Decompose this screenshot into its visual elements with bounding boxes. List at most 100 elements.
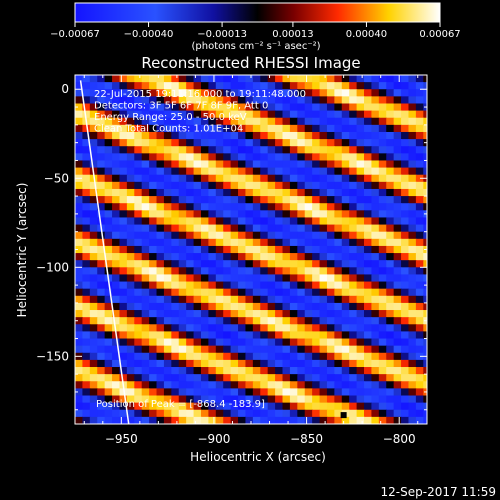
heatmap-cell bbox=[200, 174, 209, 183]
heatmap-cell bbox=[149, 345, 158, 354]
heatmap-cell bbox=[334, 203, 343, 211]
heatmap-cell bbox=[200, 374, 209, 382]
heatmap-cell bbox=[297, 196, 306, 204]
heatmap-cell bbox=[267, 260, 276, 268]
heatmap-cell bbox=[267, 160, 276, 169]
heatmap-cell bbox=[141, 317, 150, 325]
heatmap-cell bbox=[252, 160, 261, 169]
heatmap-cell bbox=[415, 96, 424, 105]
heatmap-cell bbox=[415, 217, 424, 226]
heatmap-cell bbox=[349, 124, 358, 133]
heatmap-cell bbox=[356, 367, 365, 375]
heatmap-cell bbox=[82, 409, 91, 418]
heatmap-cell bbox=[401, 388, 410, 397]
heatmap-cell bbox=[171, 345, 180, 354]
heatmap-cell bbox=[119, 281, 128, 290]
heatmap-cell bbox=[371, 288, 380, 297]
heatmap-cell bbox=[341, 302, 350, 311]
heatmap-cell bbox=[104, 402, 113, 411]
heatmap-cell bbox=[149, 217, 158, 226]
heatmap-cell bbox=[208, 374, 217, 382]
heatmap-cell bbox=[267, 274, 276, 283]
heatmap-cell bbox=[401, 367, 410, 375]
heatmap-cell bbox=[334, 196, 343, 204]
heatmap-cell bbox=[89, 295, 98, 304]
heatmap-cell bbox=[245, 224, 254, 233]
heatmap-cell bbox=[378, 274, 387, 283]
heatmap-cell bbox=[89, 238, 98, 247]
heatmap-cell bbox=[208, 310, 217, 318]
heatmap-cell bbox=[223, 281, 232, 290]
heatmap-cell bbox=[282, 416, 291, 424]
heatmap-cell bbox=[349, 381, 358, 389]
heatmap-cell bbox=[326, 367, 335, 375]
heatmap-cell bbox=[423, 96, 427, 105]
heatmap-cell bbox=[134, 267, 143, 276]
heatmap-cell bbox=[267, 317, 276, 325]
heatmap-cell bbox=[156, 245, 165, 254]
heatmap-cell bbox=[371, 359, 380, 368]
heatmap-cell bbox=[149, 245, 158, 254]
heatmap-cell bbox=[134, 238, 143, 247]
heatmap-cell bbox=[304, 160, 313, 169]
heatmap-cell bbox=[252, 281, 261, 290]
heatmap-cell bbox=[208, 317, 217, 325]
heatmap-cell bbox=[386, 103, 395, 112]
heatmap-cell bbox=[200, 110, 209, 119]
heatmap-cell bbox=[378, 82, 387, 90]
heatmap-cell bbox=[267, 110, 276, 119]
heatmap-cell bbox=[141, 274, 150, 283]
heatmap-cell bbox=[230, 203, 239, 211]
heatmap-cell bbox=[215, 224, 224, 233]
heatmap-cell bbox=[386, 338, 395, 347]
heatmap-cell bbox=[289, 302, 298, 311]
heatmap-cell bbox=[238, 196, 247, 204]
heatmap-cell bbox=[171, 402, 180, 411]
heatmap-cell bbox=[223, 82, 232, 90]
heatmap-cell bbox=[297, 131, 306, 140]
heatmap-cell bbox=[82, 395, 91, 404]
heatmap-cell bbox=[134, 139, 143, 147]
heatmap-cell bbox=[186, 302, 195, 311]
heatmap-cell bbox=[193, 331, 202, 340]
heatmap-cell bbox=[304, 217, 313, 226]
heatmap-cell bbox=[97, 117, 106, 126]
heatmap-cell bbox=[386, 331, 395, 340]
heatmap-cell bbox=[163, 210, 172, 219]
heatmap-cell bbox=[275, 331, 284, 340]
heatmap-cell bbox=[178, 338, 187, 347]
heatmap-cell bbox=[364, 231, 373, 240]
heatmap-cell bbox=[334, 231, 343, 240]
heatmap-cell bbox=[156, 388, 165, 397]
heatmap-cell bbox=[171, 96, 180, 105]
heatmap-cell bbox=[238, 188, 247, 197]
heatmap-cell bbox=[97, 345, 106, 354]
heatmap-cell bbox=[297, 139, 306, 147]
heatmap-cell bbox=[134, 381, 143, 389]
heatmap-cell bbox=[349, 103, 358, 112]
heatmap-cell bbox=[371, 367, 380, 375]
heatmap-cell bbox=[230, 260, 239, 268]
heatmap-cell bbox=[119, 424, 127, 432]
heatmap-cell bbox=[97, 167, 106, 176]
heatmap-cell bbox=[378, 146, 387, 154]
heatmap-cell bbox=[415, 274, 424, 283]
heatmap-cell bbox=[423, 402, 427, 411]
heatmap-cell bbox=[275, 117, 284, 126]
heatmap-cell bbox=[156, 310, 165, 318]
heatmap-cell bbox=[245, 110, 254, 119]
heatmap-cell bbox=[319, 395, 328, 404]
heatmap-cell bbox=[378, 139, 387, 147]
heatmap-cell bbox=[200, 253, 209, 261]
heatmap-cell bbox=[386, 82, 395, 90]
heatmap-cell bbox=[408, 338, 417, 347]
heatmap-cell bbox=[267, 131, 276, 140]
heatmap-cell bbox=[312, 253, 321, 261]
heatmap-cell bbox=[97, 267, 106, 276]
heatmap-cell bbox=[275, 260, 284, 268]
heatmap-cell bbox=[104, 345, 113, 354]
heatmap-cell bbox=[82, 253, 91, 261]
heatmap-cell bbox=[193, 131, 202, 140]
heatmap-cell bbox=[341, 288, 350, 297]
heatmap-cell bbox=[304, 131, 313, 140]
